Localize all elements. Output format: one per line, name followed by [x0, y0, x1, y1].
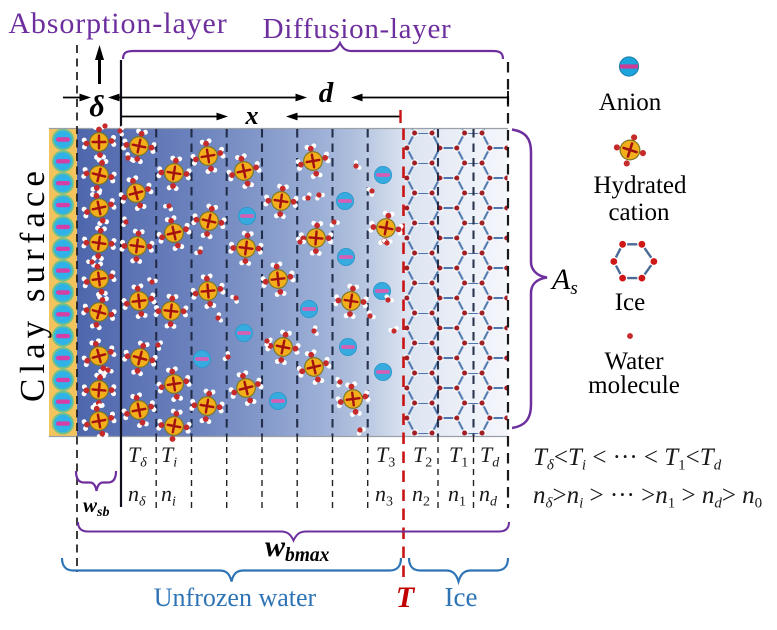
svg-text:n1: n1: [448, 481, 466, 510]
svg-text:x: x: [245, 101, 259, 130]
svg-text:Td: Td: [480, 442, 500, 471]
svg-text:Clay surface: Clay surface: [13, 166, 52, 402]
svg-text:Anion: Anion: [599, 89, 662, 116]
svg-text:Unfrozen water: Unfrozen water: [154, 583, 317, 612]
svg-text:T2: T2: [413, 442, 432, 471]
svg-text:ni: ni: [161, 481, 176, 510]
svg-text:n2: n2: [412, 481, 430, 510]
svg-text:Diffusion-layer: Diffusion-layer: [263, 13, 452, 45]
svg-text:As: As: [550, 263, 578, 299]
svg-text:Water: Water: [604, 348, 664, 375]
svg-text:δ: δ: [89, 90, 104, 123]
svg-text:Ice: Ice: [615, 289, 646, 316]
svg-text:Ice: Ice: [445, 582, 478, 612]
svg-text:T3: T3: [376, 442, 395, 471]
svg-text:Absorption-layer: Absorption-layer: [8, 7, 227, 40]
svg-text:Ti: Ti: [161, 442, 177, 471]
svg-text:Hydrated: Hydrated: [593, 172, 687, 199]
svg-text:n3: n3: [375, 481, 393, 510]
svg-text:cation: cation: [608, 199, 670, 226]
svg-text:d: d: [319, 77, 334, 109]
svg-text:molecule: molecule: [588, 372, 680, 399]
svg-text:T: T: [396, 581, 416, 614]
svg-text:nd: nd: [479, 481, 498, 510]
svg-text:nδ: nδ: [128, 481, 146, 510]
svg-text:nδ>ni > ··· >n1 > nd> n0: nδ>ni > ··· >n1 > nd> n0: [533, 482, 762, 512]
svg-text:Tδ: Tδ: [128, 442, 147, 471]
svg-text:wsb: wsb: [83, 493, 109, 520]
svg-text:Tδ<Ti < ··· < T1<Td: Tδ<Ti < ··· < T1<Td: [533, 444, 722, 474]
svg-text:T1: T1: [449, 442, 468, 471]
